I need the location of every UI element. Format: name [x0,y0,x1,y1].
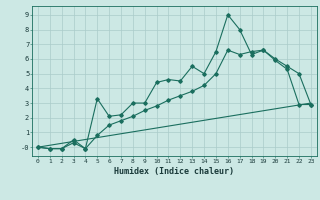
X-axis label: Humidex (Indice chaleur): Humidex (Indice chaleur) [115,167,234,176]
